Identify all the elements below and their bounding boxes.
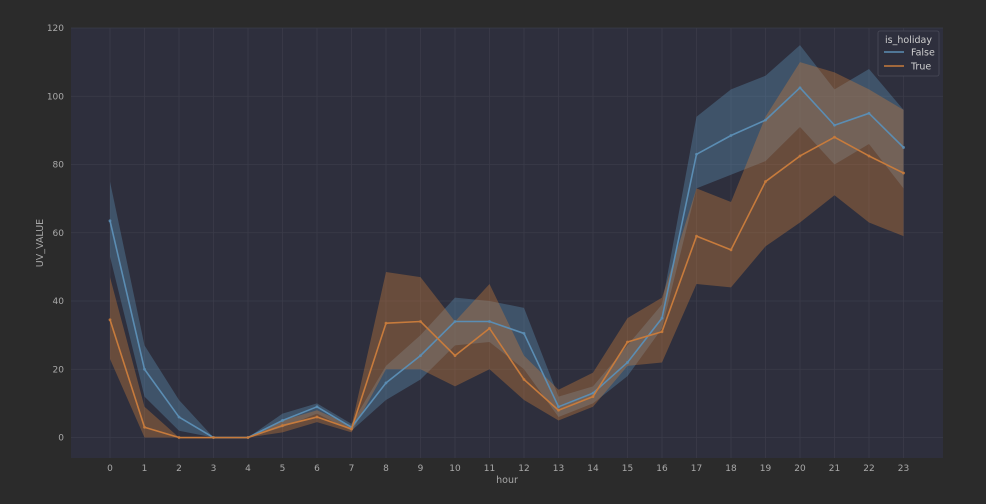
confidence-bands [110,45,904,438]
data-point-false-11 [488,320,491,323]
data-point-true-1 [143,425,146,429]
data-point-true-16 [660,330,664,334]
data-point-false-8 [384,381,388,385]
x-tick-label-19: 19 [760,464,772,474]
data-point-true-18 [729,248,733,252]
data-point-true-7 [350,427,353,431]
y-tick-label-20: 20 [53,365,65,375]
x-tick-label-20: 20 [794,464,806,474]
x-tick-label-18: 18 [725,464,737,474]
x-tick-label-8: 8 [383,464,389,474]
x-tick-label-3: 3 [211,464,217,474]
legend-label-false: False [911,48,935,59]
data-point-false-22 [867,111,871,115]
x-tick-label-13: 13 [553,464,564,474]
data-point-false-6 [315,405,319,409]
x-tick-label-23: 23 [898,464,909,474]
series-line-true [109,136,904,439]
data-point-true-11 [488,326,491,330]
x-tick-label-7: 7 [349,464,355,474]
x-tick-label-17: 17 [691,464,702,474]
x-axis-title: hour [496,475,518,486]
data-point-true-17 [695,234,698,238]
x-tick-label-5: 5 [280,464,286,474]
x-tick-label-2: 2 [176,464,182,474]
data-point-false-5 [281,419,284,422]
data-point-true-21 [833,135,836,139]
data-point-true-3 [212,436,215,439]
y-tick-label-40: 40 [53,297,65,307]
data-point-false-21 [833,123,836,127]
data-point-false-0 [108,219,112,223]
x-tick-label-1: 1 [142,464,148,474]
x-tick-label-6: 6 [314,464,320,474]
y-tick-label-100: 100 [47,92,64,102]
data-point-false-14 [591,391,595,395]
data-point-false-16 [660,316,664,320]
x-tick-label-15: 15 [622,464,633,474]
data-point-true-4 [246,436,250,439]
data-point-false-18 [729,134,733,137]
x-tick-label-11: 11 [484,464,495,474]
y-tick-label-60: 60 [53,229,65,239]
data-point-true-23 [902,171,905,175]
data-point-false-20 [798,86,802,90]
x-tick-label-10: 10 [449,464,461,474]
data-point-false-10 [453,320,457,323]
data-point-true-2 [177,436,181,439]
data-point-true-10 [453,354,457,358]
legend-box [877,30,940,77]
y-tick-label-0: 0 [58,434,64,444]
legend-label-true: True [910,62,931,73]
x-tick-label-4: 4 [245,464,251,474]
data-point-true-15 [626,340,629,344]
x-tick-label-21: 21 [829,464,840,474]
x-tick-label-0: 0 [107,464,113,474]
data-point-false-1 [143,367,146,371]
x-tick-label-14: 14 [587,464,599,474]
data-point-false-23 [902,146,905,149]
data-point-true-6 [315,415,319,419]
data-point-false-12 [522,332,526,335]
grid-lines [71,27,943,458]
data-point-true-20 [798,154,802,158]
ci-band-true [110,62,904,438]
data-point-true-13 [557,408,560,412]
data-point-true-14 [591,395,595,398]
series-lines [108,86,905,439]
data-point-true-22 [867,154,871,158]
x-tick-label-16: 16 [656,464,668,474]
y-axis-title: UV_VALUE [35,219,46,267]
y-tick-label-120: 120 [47,24,64,34]
x-tick-label-9: 9 [418,464,424,474]
plot-background [71,28,943,458]
data-point-true-8 [384,321,388,325]
data-point-true-0 [108,318,112,322]
ci-band-false [110,45,904,438]
data-point-false-17 [695,152,698,156]
data-point-false-9 [419,354,422,358]
data-point-false-2 [177,415,181,419]
data-point-true-19 [764,180,767,183]
data-point-true-5 [281,424,284,427]
data-point-false-15 [626,361,629,364]
data-point-true-9 [419,320,422,323]
x-tick-label-12: 12 [518,464,529,474]
data-point-true-12 [522,378,526,381]
data-point-false-13 [557,405,560,409]
legend-title: is_holiday [885,35,932,46]
legend: is_holiday False True [877,30,940,77]
data-point-false-19 [764,118,767,122]
x-tick-label-22: 22 [863,464,874,474]
y-tick-label-80: 80 [53,161,65,171]
